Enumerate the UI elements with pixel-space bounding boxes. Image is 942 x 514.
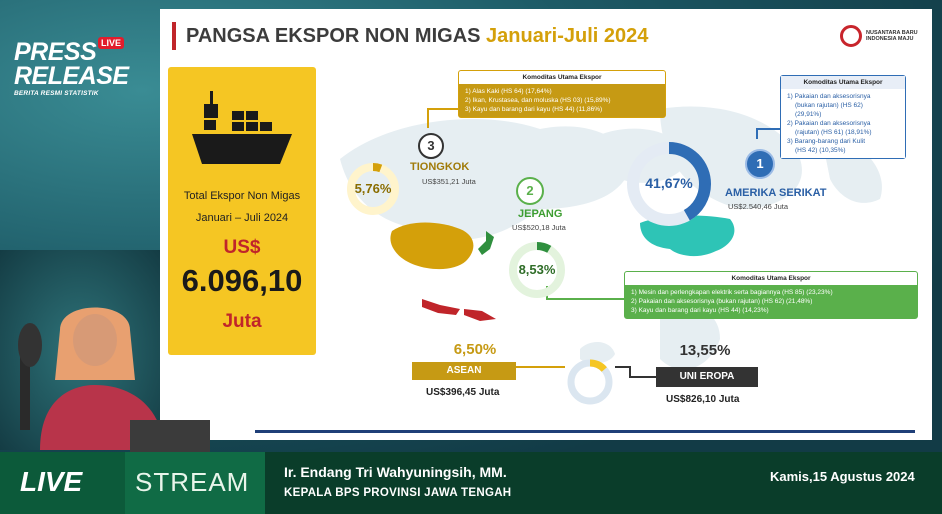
live-text: LIVE: [20, 466, 83, 497]
tiongkok-name: TIONGKOK: [410, 161, 470, 173]
presentation-slide: PANGSA EKSPOR NON MIGAS Januari-Juli 202…: [160, 9, 932, 440]
china-shape: [390, 222, 474, 270]
slide-footer-bar: [255, 430, 915, 433]
as-share: 41,67%: [645, 175, 693, 191]
asean-value: US$396,45 Juta: [426, 387, 500, 398]
total-label: Total Ekspor Non Migas: [183, 190, 301, 202]
live-block: LIVE: [0, 452, 125, 514]
tiongkok-share: 5,76%: [354, 181, 392, 196]
total-export-panel: Total Ekspor Non Migas Januari – Juli 20…: [168, 67, 316, 355]
as-name: AMERIKA SERIKAT: [725, 187, 827, 199]
as-item-2: 2) Pakaian dan aksesorisnya: [787, 120, 871, 127]
broadcast-date: Kamis,15 Agustus 2024: [770, 469, 915, 484]
jepang-item-3: 3) Kayu dan barang dari kayu (HS 44) (14…: [631, 307, 769, 314]
lower-third-banner: LIVE STREAM Ir. Endang Tri Wahyuningsih,…: [0, 452, 942, 514]
indonesia-shape: [422, 299, 496, 321]
asean-label: ASEAN: [412, 362, 516, 380]
as-commodity-box: Komoditas Utama Ekspor 1) Pakaian dan ak…: [780, 75, 906, 159]
asean-share: 6,50%: [453, 341, 497, 358]
jepang-value: US$520,18 Juta: [512, 223, 566, 232]
rank-2-badge: 2: [516, 177, 544, 205]
stream-text: STREAM: [135, 467, 250, 497]
tiongkok-item-1: 1) Alas Kaki (HS 64) (17,64%): [465, 88, 552, 95]
title-period: Januari-Juli 2024: [486, 25, 649, 47]
live-badge: LIVE: [98, 37, 125, 49]
as-value: US$2.540,46 Juta: [728, 202, 789, 211]
speaker-name: Ir. Endang Tri Wahyuningsih, MM.: [284, 464, 507, 480]
eu-label: UNI EROPA: [656, 367, 758, 387]
logo-text: NUSANTARA BARU INDONESIA MAJU: [866, 29, 918, 43]
as-item-1b: (bukan rajutan) (HS 62): [795, 102, 863, 109]
jepang-name: JEPANG: [518, 208, 563, 220]
brs-subtitle: BERITA RESMI STATISTIK: [14, 90, 99, 97]
jepang-box-header: Komoditas Utama Ekspor: [731, 275, 811, 282]
as-item-3b: (HS 42) (10,35%): [795, 147, 846, 154]
rank-1-badge: 1: [745, 149, 775, 179]
jepang-commodity-box: Komoditas Utama Ekspor 1) Mesin dan perl…: [624, 271, 918, 319]
as-box-header: Komoditas Utama Ekspor: [781, 76, 905, 89]
press-release-logo: PRESS RELEASE BERITA RESMI STATISTIK LIV…: [14, 37, 129, 97]
jepang-share: 8,53%: [518, 262, 556, 277]
eu-share: 13,55%: [679, 342, 731, 359]
usa-shape: [640, 215, 735, 257]
speaker-role: KEPALA BPS PROVINSI JAWA TENGAH: [284, 487, 512, 499]
jepang-item-2: 2) Pakaian dan aksesorisnya (bukan rajut…: [631, 298, 813, 305]
tiongkok-share-ring: [347, 163, 399, 215]
rank-3-badge: 3: [418, 133, 444, 159]
as-share-ring: [627, 142, 711, 226]
asean-eu-ring: [567, 359, 613, 405]
tiongkok-item-3: 3) Kayu dan barang dari kayu (HS 44) (11…: [465, 106, 603, 113]
unit-label: Juta: [222, 311, 262, 332]
currency-label: US$: [223, 237, 261, 258]
world-map: [340, 106, 882, 378]
cargo-ship-icon: [192, 91, 292, 164]
as-item-1c: (29,91%): [795, 111, 822, 118]
total-value: 6.096,10: [181, 263, 303, 298]
logo-mark-icon: [840, 25, 862, 47]
tiongkok-commodity-box: Komoditas Utama Ekspor 1) Alas Kaki (HS …: [458, 70, 666, 118]
japan-shape: [478, 231, 494, 255]
as-item-2b: (rajutan) (HS 61) (18,91%): [795, 129, 872, 136]
title-main: PANGSA EKSPOR NON MIGAS: [186, 25, 481, 47]
as-item-3: 3) Barang-barang dari Kulit: [787, 138, 866, 145]
title-accent: [172, 22, 176, 50]
slide-title: PANGSA EKSPOR NON MIGAS Januari-Juli 202…: [186, 25, 648, 48]
eu-value: US$826,10 Juta: [666, 394, 740, 405]
period-label: Januari – Juli 2024: [195, 212, 289, 224]
press-text: PRESS: [14, 38, 97, 66]
tiongkok-box-header: Komoditas Utama Ekspor: [522, 74, 602, 81]
release-text: RELEASE: [14, 62, 129, 90]
stream-block: STREAM: [125, 452, 265, 514]
indonesia-maju-logo: NUSANTARA BARU INDONESIA MAJU: [840, 25, 930, 47]
jepang-share-ring: [509, 242, 565, 298]
tiongkok-value: US$351,21 Juta: [422, 177, 476, 186]
tiongkok-item-2: 2) Ikan, Krustasea, dan moluska (HS 03) …: [465, 97, 611, 104]
jepang-item-1: 1) Mesin dan perlengkapan elektrik serta…: [631, 289, 833, 296]
presenter-video: [18, 307, 210, 452]
as-item-1: 1) Pakaian dan aksesorisnya: [787, 93, 871, 100]
